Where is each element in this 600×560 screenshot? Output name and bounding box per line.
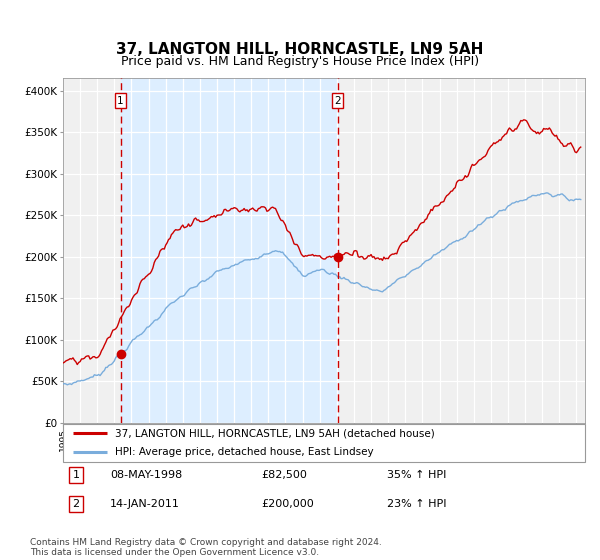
Text: Contains HM Land Registry data © Crown copyright and database right 2024.
This d: Contains HM Land Registry data © Crown c… <box>30 538 382 557</box>
Text: Price paid vs. HM Land Registry's House Price Index (HPI): Price paid vs. HM Land Registry's House … <box>121 55 479 68</box>
Bar <box>121 78 338 423</box>
Text: 37, LANGTON HILL, HORNCASTLE, LN9 5AH: 37, LANGTON HILL, HORNCASTLE, LN9 5AH <box>116 42 484 57</box>
Text: 1: 1 <box>73 470 80 480</box>
Text: HPI: Average price, detached house, East Lindsey: HPI: Average price, detached house, East… <box>115 447 374 457</box>
Text: 37, LANGTON HILL, HORNCASTLE, LN9 5AH (detached house): 37, LANGTON HILL, HORNCASTLE, LN9 5AH (d… <box>115 428 435 438</box>
Text: 1: 1 <box>117 96 124 106</box>
Text: 14-JAN-2011: 14-JAN-2011 <box>110 500 180 509</box>
Text: £200,000: £200,000 <box>262 500 314 509</box>
Text: 23% ↑ HPI: 23% ↑ HPI <box>386 500 446 509</box>
Text: 2: 2 <box>73 500 80 509</box>
Text: 35% ↑ HPI: 35% ↑ HPI <box>386 470 446 480</box>
Text: 2: 2 <box>334 96 341 106</box>
Text: 08-MAY-1998: 08-MAY-1998 <box>110 470 182 480</box>
Text: £82,500: £82,500 <box>262 470 307 480</box>
